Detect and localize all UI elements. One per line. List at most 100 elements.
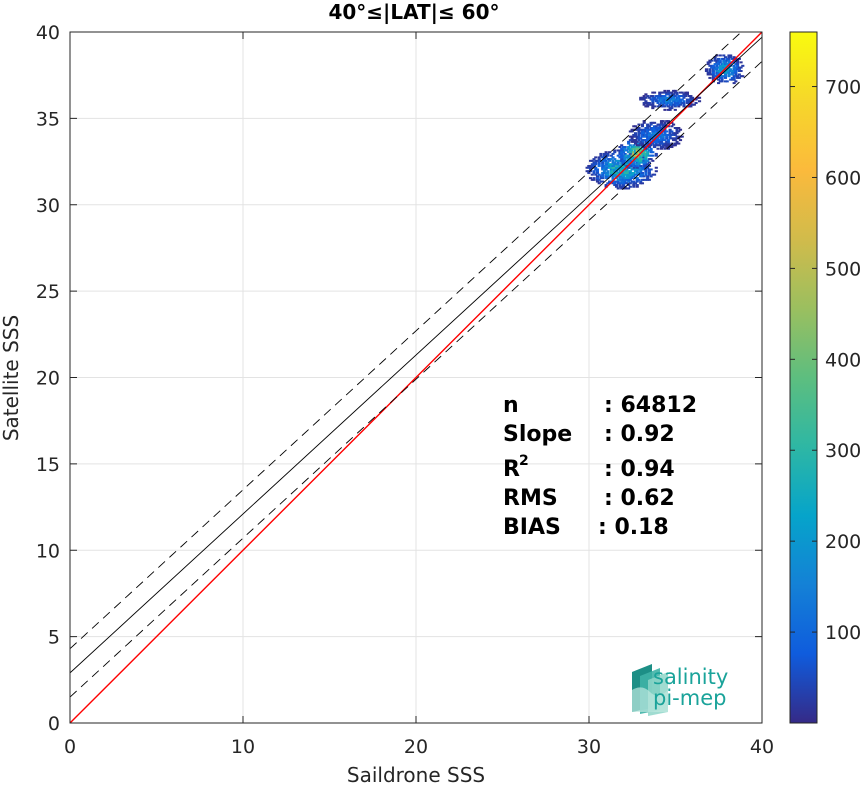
heatmap-cell-1216	[734, 63, 738, 66]
heatmap-cell-1238	[741, 64, 745, 67]
heatmap-cell-290	[628, 182, 632, 185]
heatmap-cell-867	[640, 98, 645, 101]
heatmap-cell-1169	[727, 71, 731, 74]
heatmap-cell-1139	[722, 64, 726, 67]
heatmap-cell-344	[635, 178, 639, 181]
heatmap-cell-593	[649, 147, 653, 150]
heatmap-cell-544	[639, 154, 643, 157]
heatmap-cell-845	[673, 133, 677, 136]
reference-lines	[70, 32, 762, 723]
heatmap-cell-66	[601, 159, 605, 162]
heatmap-cell-805	[665, 133, 669, 136]
heatmap-cell-1213	[734, 70, 738, 73]
heatmap-cell-524	[635, 142, 639, 145]
heatmap-cell-558	[640, 140, 645, 143]
heatmap-cell-923	[659, 91, 664, 94]
heatmap-cell-401	[644, 173, 648, 176]
heatmap-cell-521	[635, 149, 639, 152]
heatmap-cell-808	[665, 120, 669, 123]
heatmap-cell-635	[637, 123, 641, 126]
heatmap-cell-1085	[713, 63, 717, 66]
heatmap-cell-811	[666, 144, 670, 147]
heatmap-cell-349	[635, 168, 639, 171]
x-axis-ticks: 0 10 20 30 40	[64, 32, 774, 758]
heatmap-cell-337	[633, 159, 638, 162]
heatmap-cell-658	[642, 128, 646, 131]
heatmap-cell-1211	[734, 73, 738, 76]
heatmap-cell-72	[602, 165, 606, 168]
heatmap-cell-547	[639, 149, 643, 152]
heatmap-cell-585	[647, 165, 651, 168]
heatmap-cell-682	[647, 146, 651, 149]
heatmap-cell-1020	[682, 95, 686, 98]
heatmap-cell-831	[670, 133, 674, 136]
heatmap-cell-135	[611, 166, 615, 169]
heatmap-cell-982	[673, 108, 677, 111]
heatmap-cell-0	[585, 170, 589, 173]
heatmap-cell-1060	[708, 76, 712, 79]
heatmap-cell-1177	[727, 57, 731, 60]
heatmap-cell-1038	[689, 103, 693, 106]
heatmap-cell-198	[618, 151, 622, 154]
heatmap-cell-687	[647, 133, 651, 136]
heatmap-cell-672	[646, 139, 650, 142]
line-identity	[70, 32, 762, 723]
heatmap-cell-523	[635, 146, 639, 149]
heatmap-cell-424	[649, 168, 653, 171]
heatmap-cell-836	[672, 139, 676, 142]
heatmap-cell-489	[632, 165, 636, 168]
density-heatmap	[585, 54, 745, 190]
heatmap-cell-759	[658, 123, 662, 126]
heatmap-cell-1097	[715, 61, 719, 64]
heatmap-cell-430	[654, 166, 658, 169]
heatmap-cell-1181	[729, 73, 733, 76]
heatmap-cell-119	[609, 170, 613, 173]
heatmap-cell-1087	[713, 57, 717, 60]
heatmap-cell-1068	[710, 73, 714, 76]
heatmap-cell-55	[599, 152, 603, 155]
heatmap-cell-971	[670, 96, 674, 99]
heatmap-cell-801	[665, 142, 669, 145]
heatmap-cell-1074	[711, 76, 715, 79]
heatmap-cell-505	[633, 151, 638, 154]
heatmap-cell-648	[640, 128, 645, 131]
stat-value-r2: : 0.94	[604, 457, 675, 482]
colorbar-tick-label-5: 600	[825, 167, 861, 189]
heatmap-cell-608	[632, 135, 636, 138]
heatmap-cell-639	[639, 132, 643, 135]
heatmap-cell-699	[649, 121, 653, 124]
heatmap-cell-946	[665, 93, 669, 96]
heatmap-cell-859	[677, 130, 681, 133]
heatmap-cell-916	[658, 91, 662, 94]
heatmap-cell-1123	[720, 80, 724, 83]
heatmap-cell-1168	[727, 73, 731, 76]
heatmap-cell-879	[646, 105, 650, 108]
heatmap-cell-852	[675, 132, 679, 135]
heatmap-cell-614	[633, 139, 638, 142]
heatmap-cell-1086	[713, 59, 717, 62]
heatmap-cell-951	[666, 100, 670, 103]
heatmap-cell-602	[630, 140, 634, 143]
heatmap-cell-427	[651, 159, 655, 162]
heatmap-cell-799	[665, 146, 669, 149]
heatmap-cell-18	[592, 178, 596, 181]
heatmap-cell-272	[625, 161, 629, 164]
heatmap-cell-763	[659, 140, 664, 143]
heatmap-cell-455	[625, 154, 629, 157]
heatmap-cell-956	[666, 89, 670, 92]
heatmap-cell-36	[595, 175, 600, 178]
heatmap-cell-948	[666, 108, 670, 111]
heatmap-cell-749	[658, 142, 662, 145]
heatmap-cell-1236	[739, 61, 743, 64]
heatmap-cell-131	[611, 173, 615, 176]
heatmap-cell-76	[602, 154, 606, 157]
heatmap-cell-550	[640, 158, 645, 161]
heatmap-cell-1158	[725, 80, 729, 83]
heatmap-cell-750	[658, 140, 662, 143]
y-tick-label-0: 0	[48, 713, 60, 735]
heatmap-cell-1079	[711, 68, 715, 71]
heatmap-cell-301	[628, 158, 632, 161]
heatmap-cell-744	[656, 130, 660, 133]
heatmap-cell-851	[675, 135, 679, 138]
heatmap-cell-400	[644, 178, 648, 181]
